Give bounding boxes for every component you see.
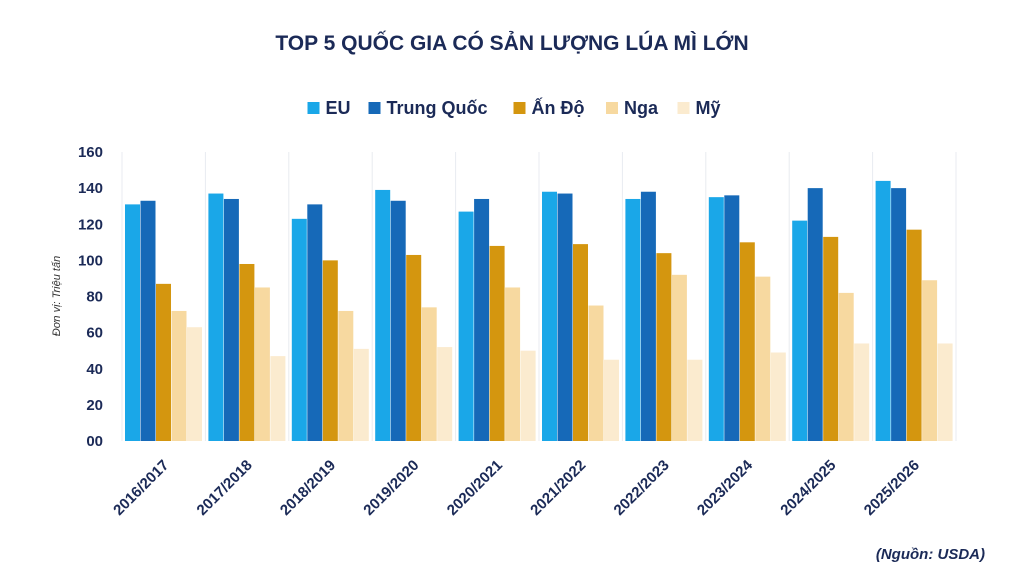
legend-label: EU <box>326 98 351 118</box>
bar <box>640 191 656 441</box>
bar <box>270 356 286 441</box>
bar <box>223 198 239 441</box>
x-tick-label: 2024/2025 <box>777 457 839 519</box>
bar <box>838 292 854 441</box>
legend-swatch <box>513 102 526 114</box>
bar <box>906 229 922 441</box>
bar <box>520 350 536 441</box>
x-tick-label: 2020/2021 <box>444 457 506 519</box>
y-axis-label: Đơn vị: Triệu tấn <box>51 256 63 336</box>
bar <box>792 220 808 441</box>
x-tick-label: 2019/2020 <box>360 457 422 519</box>
legend-swatch <box>307 102 320 114</box>
x-tick-label: 2021/2022 <box>527 457 589 519</box>
bar <box>254 287 270 441</box>
x-tick-label: 2016/2017 <box>110 457 172 519</box>
y-tick-label: 160 <box>78 144 103 161</box>
bar <box>937 343 953 441</box>
x-tick-label: 2018/2019 <box>277 457 339 519</box>
bar <box>770 352 786 441</box>
legend-label: Mỹ <box>696 98 721 118</box>
legend: EU Trung Quốc Ấn Độ Nga Mỹ <box>307 97 721 118</box>
bar <box>854 343 870 441</box>
y-tick-label: 20 <box>86 397 103 414</box>
bar <box>708 197 724 441</box>
legend-label: Trung Quốc <box>387 98 488 118</box>
y-tick-label: 60 <box>86 325 103 342</box>
legend-swatch <box>606 102 618 114</box>
y-tick-label: 40 <box>86 361 103 378</box>
bar <box>922 280 938 441</box>
bar <box>573 244 588 441</box>
bar <box>823 236 839 441</box>
y-tick-label: 80 <box>86 289 103 306</box>
legend-label: Ấn Độ <box>532 97 585 118</box>
y-tick-label: 120 <box>78 216 103 233</box>
bar <box>542 191 557 441</box>
bar <box>239 263 255 441</box>
y-axis: 00 20 40 60 80 100 120 140 160 <box>78 144 103 450</box>
bar <box>458 211 474 441</box>
bar <box>656 253 672 441</box>
y-tick-label: 100 <box>78 252 103 269</box>
x-tick-label: 2022/2023 <box>611 457 673 519</box>
bar <box>687 359 703 441</box>
bar <box>390 200 406 441</box>
bar <box>489 245 505 441</box>
bar <box>208 193 224 441</box>
bar <box>588 305 604 441</box>
x-axis: 2016/2017 2017/2018 2018/2019 2019/2020 2020… <box>110 456 923 519</box>
legend-swatch <box>368 102 381 114</box>
bar <box>625 198 641 441</box>
legend-swatch <box>677 102 690 114</box>
bar <box>291 218 307 441</box>
bar <box>125 204 140 441</box>
source-note: (Nguồn: USDA) <box>876 546 985 563</box>
bar <box>156 283 171 441</box>
bar <box>724 195 740 441</box>
y-tick-label: 00 <box>86 433 103 450</box>
bar <box>406 254 422 441</box>
x-tick-label: 2017/2018 <box>194 457 256 519</box>
bar <box>353 348 369 441</box>
bar <box>171 310 187 441</box>
bar <box>338 310 354 441</box>
bar <box>755 276 771 441</box>
bar <box>891 188 907 441</box>
bar <box>437 347 453 441</box>
bar <box>375 189 391 441</box>
chart-title: TOP 5 QUỐC GIA CÓ SẢN LƯỢNG LÚA MÌ LỚN <box>275 31 748 55</box>
bar <box>557 193 573 441</box>
bar <box>807 188 823 441</box>
bar <box>322 260 338 441</box>
bar <box>671 274 687 441</box>
bar <box>474 198 490 441</box>
y-tick-label: 140 <box>78 180 103 197</box>
x-tick-label: 2023/2024 <box>694 456 757 519</box>
bar <box>604 359 619 441</box>
bar <box>187 327 202 441</box>
legend-label: Nga <box>624 98 659 118</box>
bar <box>875 180 891 441</box>
bar <box>140 200 156 441</box>
bar <box>739 242 755 441</box>
bar <box>421 307 437 441</box>
bar <box>307 204 323 441</box>
grid-lines <box>121 152 957 441</box>
bars <box>125 180 953 441</box>
x-tick-label: 2025/2026 <box>861 457 923 519</box>
bar <box>505 287 521 441</box>
